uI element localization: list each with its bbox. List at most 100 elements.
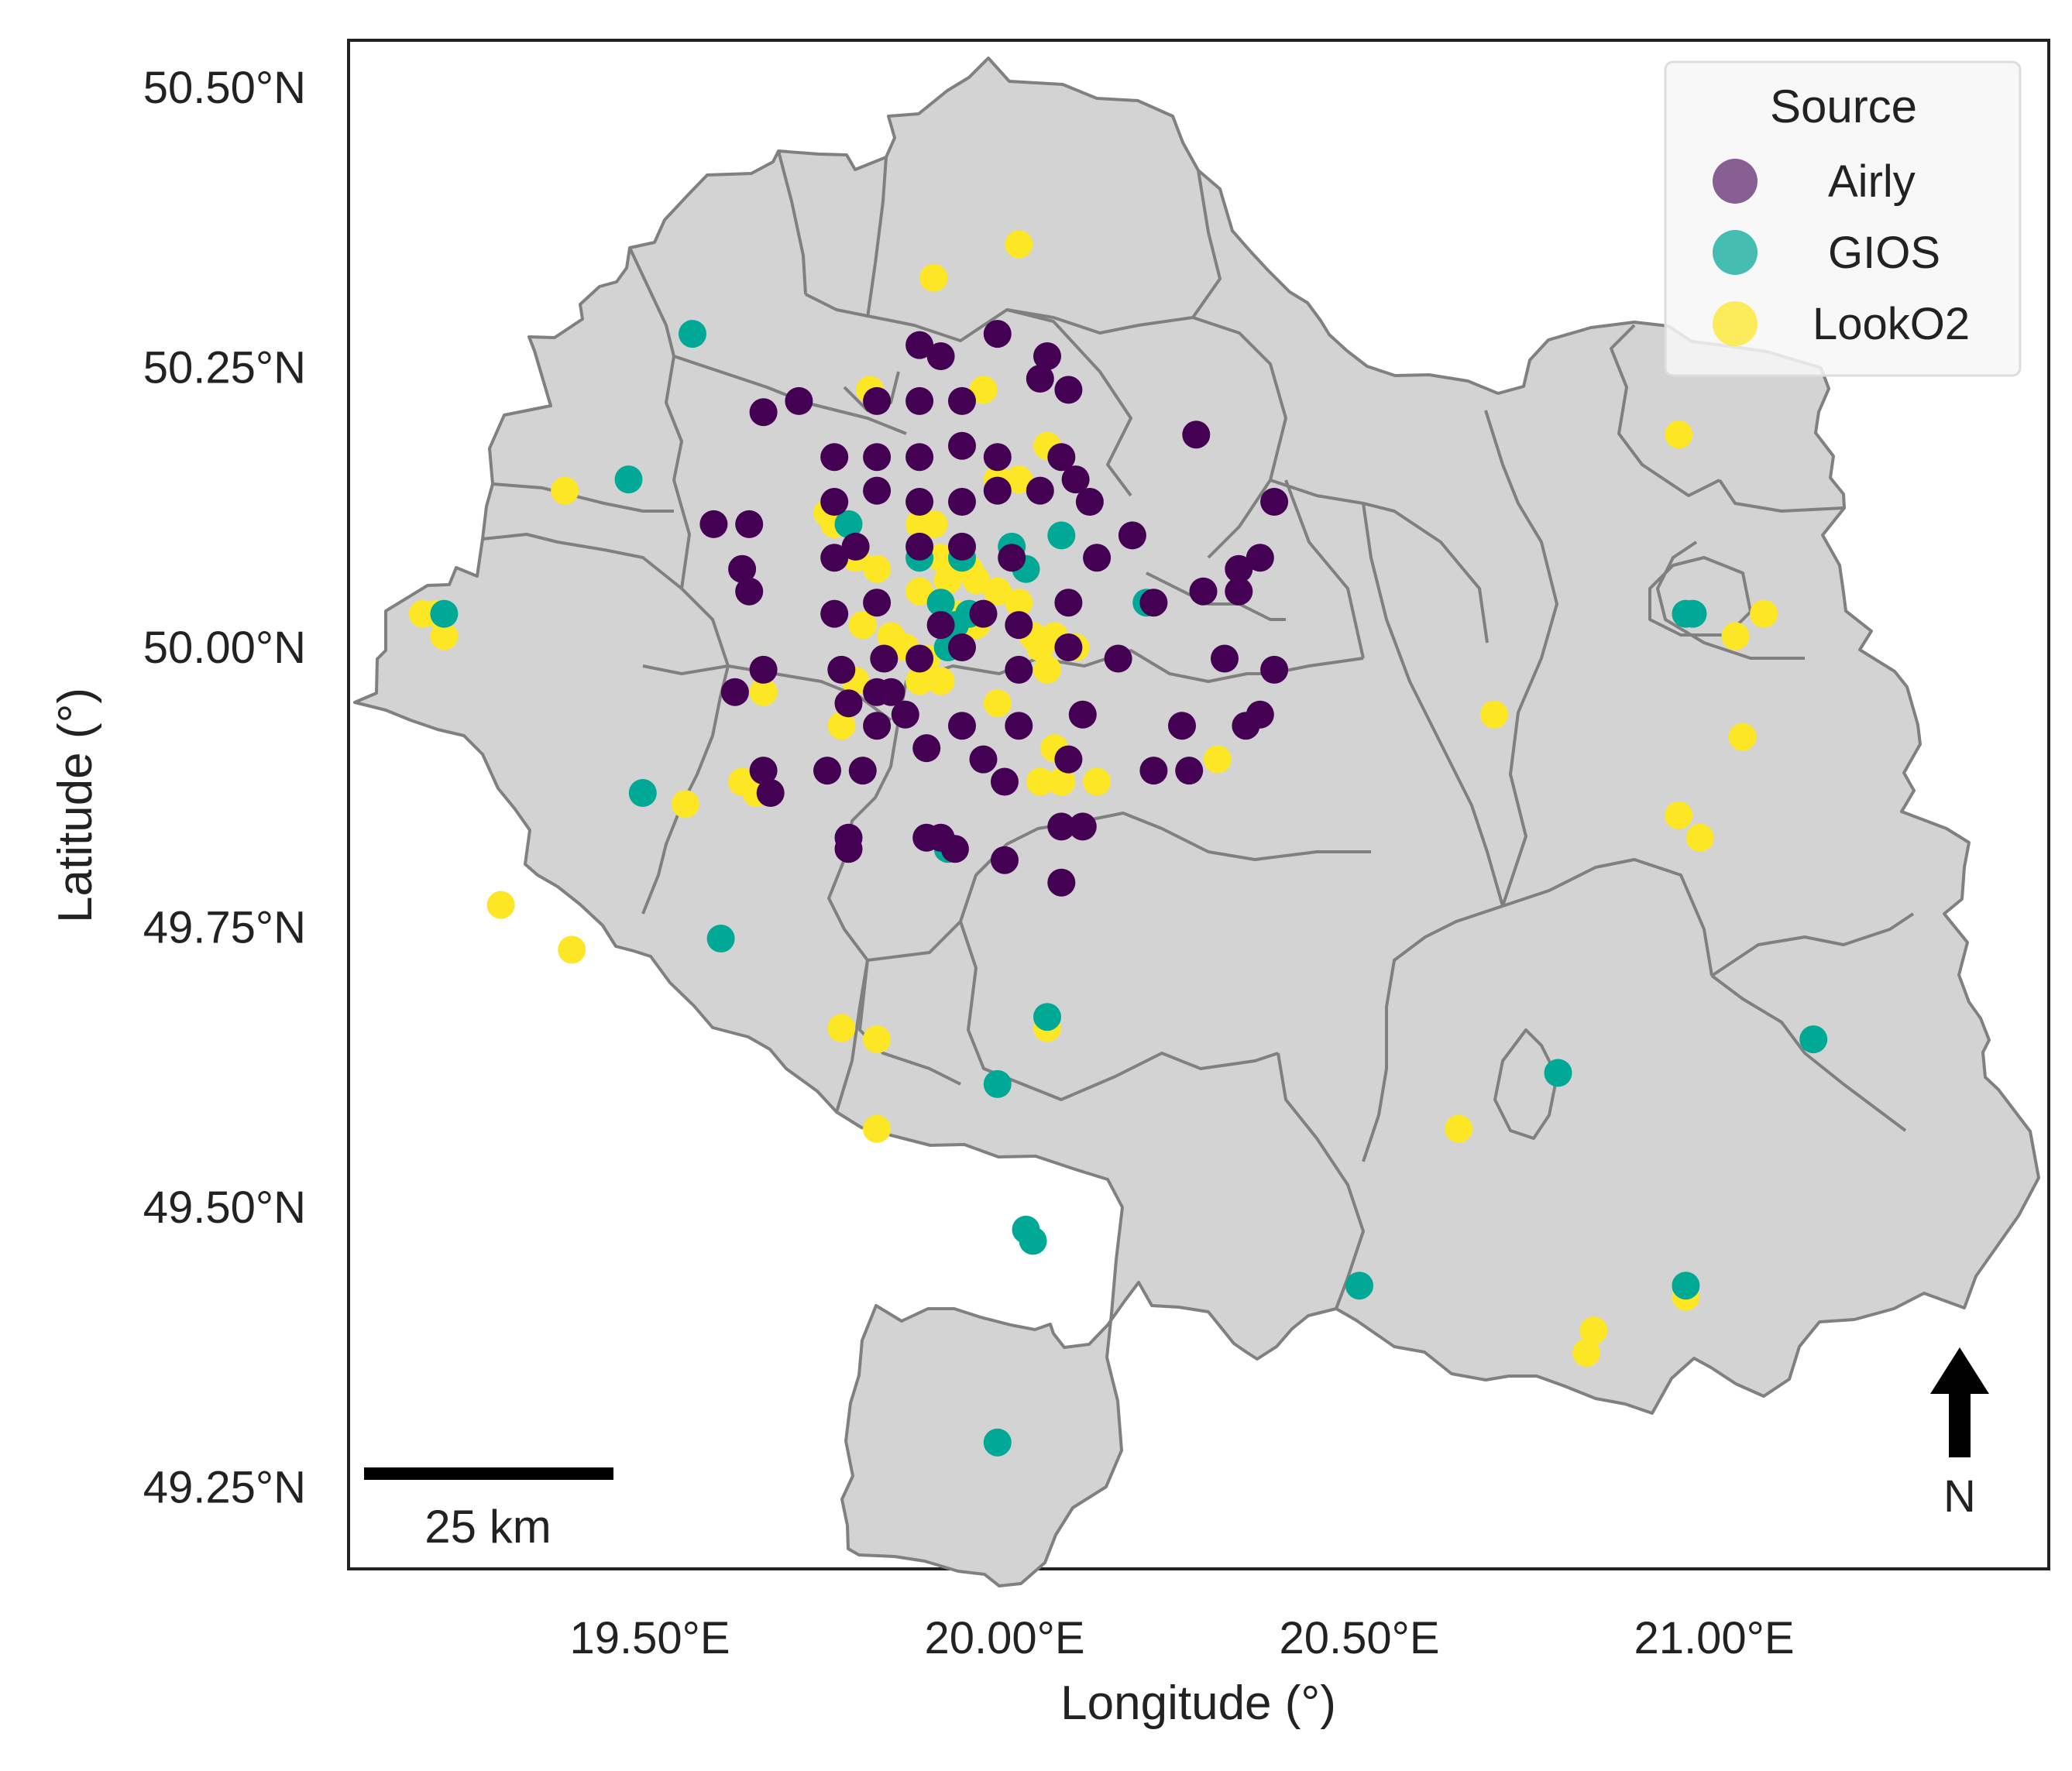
legend-marker-looko2 xyxy=(1713,301,1758,346)
point-airly xyxy=(863,386,892,415)
point-airly xyxy=(905,443,934,472)
point-airly xyxy=(728,554,757,583)
point-looko2 xyxy=(1665,420,1693,449)
point-airly xyxy=(948,633,976,661)
point-gios xyxy=(1544,1059,1572,1087)
point-airly xyxy=(870,644,899,673)
point-airly xyxy=(834,689,863,718)
point-airly xyxy=(905,331,934,359)
point-airly xyxy=(1189,577,1218,606)
point-airly xyxy=(1182,420,1211,449)
north-label: N xyxy=(1943,1471,1976,1522)
point-looko2 xyxy=(933,566,962,595)
point-airly xyxy=(1047,812,1076,841)
legend-label-looko2: LookO2 xyxy=(1813,299,1970,349)
point-airly xyxy=(699,510,728,538)
point-airly xyxy=(983,443,1012,472)
point-looko2 xyxy=(962,566,991,595)
region-map xyxy=(353,57,2040,1587)
legend-label-gios: GIOS xyxy=(1828,228,1940,278)
point-airly xyxy=(1054,633,1083,661)
point-looko2 xyxy=(863,554,892,583)
y-tick-label: 50.25°N xyxy=(143,343,306,393)
point-looko2 xyxy=(1005,589,1033,617)
point-airly xyxy=(905,644,934,673)
north-arrow-icon xyxy=(1930,1347,1989,1457)
point-airly xyxy=(841,532,870,561)
point-airly xyxy=(720,678,749,706)
point-looko2 xyxy=(1480,700,1508,729)
point-looko2 xyxy=(926,667,955,695)
y-tick-label: 49.25°N xyxy=(143,1463,306,1513)
point-airly xyxy=(1068,812,1097,841)
point-looko2 xyxy=(983,689,1012,718)
point-airly xyxy=(940,835,969,863)
point-airly xyxy=(820,599,849,628)
point-airly xyxy=(1054,589,1083,617)
point-airly xyxy=(1225,577,1253,606)
point-airly xyxy=(863,589,892,617)
point-looko2 xyxy=(749,678,778,706)
point-looko2 xyxy=(486,891,515,919)
point-looko2 xyxy=(863,1114,892,1143)
point-airly xyxy=(863,443,892,472)
region-outline xyxy=(353,57,2040,1587)
point-airly xyxy=(1047,868,1076,897)
point-airly xyxy=(1005,655,1033,684)
point-airly xyxy=(948,712,976,740)
x-tick-label: 20.50°E xyxy=(1279,1613,1439,1663)
point-airly xyxy=(1083,544,1112,572)
point-looko2 xyxy=(919,263,948,292)
point-looko2 xyxy=(551,476,579,505)
x-tick-label: 19.50°E xyxy=(569,1613,730,1663)
point-airly xyxy=(905,386,934,415)
point-airly xyxy=(785,386,813,415)
point-airly xyxy=(1211,644,1239,673)
point-looko2 xyxy=(1005,230,1033,259)
point-looko2 xyxy=(983,577,1012,606)
point-airly xyxy=(998,544,1026,572)
point-looko2 xyxy=(558,935,586,964)
point-airly xyxy=(983,476,1012,505)
point-gios xyxy=(1047,521,1076,550)
point-airly xyxy=(1260,655,1289,684)
scale-bar-label: 25 km xyxy=(424,1501,551,1553)
point-looko2 xyxy=(1026,767,1054,796)
point-airly xyxy=(1054,745,1083,774)
point-gios xyxy=(1679,599,1707,628)
point-airly xyxy=(848,757,877,785)
point-gios xyxy=(926,589,955,617)
north-arrow: N xyxy=(1930,1347,1989,1522)
point-airly xyxy=(1026,365,1054,393)
point-looko2 xyxy=(1047,767,1076,796)
x-axis-title: Longitude (°) xyxy=(1060,1677,1336,1730)
point-looko2 xyxy=(848,611,877,640)
point-looko2 xyxy=(1083,767,1112,796)
y-axis-ticks: 50.50°N 50.25°N 50.00°N 49.75°N 49.50°N 49.25… xyxy=(143,63,306,1513)
point-airly xyxy=(735,510,764,538)
point-gios xyxy=(1345,1272,1373,1300)
point-gios xyxy=(679,320,706,348)
point-airly xyxy=(1054,376,1083,404)
point-airly xyxy=(827,655,856,684)
legend: Source Airly GIOS LookO2 xyxy=(1664,60,2022,377)
point-looko2 xyxy=(905,667,934,695)
point-airly xyxy=(948,431,976,460)
point-airly xyxy=(991,846,1019,874)
point-looko2 xyxy=(671,790,699,819)
county-borders xyxy=(482,150,1915,1309)
point-gios xyxy=(1019,1227,1047,1255)
point-airly xyxy=(926,611,955,640)
point-gios xyxy=(430,599,459,628)
point-airly xyxy=(749,398,778,427)
point-looko2 xyxy=(827,1014,856,1042)
point-airly xyxy=(1246,700,1274,729)
point-gios xyxy=(628,779,657,807)
point-airly xyxy=(891,700,919,729)
point-airly xyxy=(1033,342,1061,370)
point-airly xyxy=(1246,544,1274,572)
point-looko2 xyxy=(430,622,459,650)
point-gios xyxy=(614,465,643,494)
point-looko2 xyxy=(1445,1114,1473,1143)
